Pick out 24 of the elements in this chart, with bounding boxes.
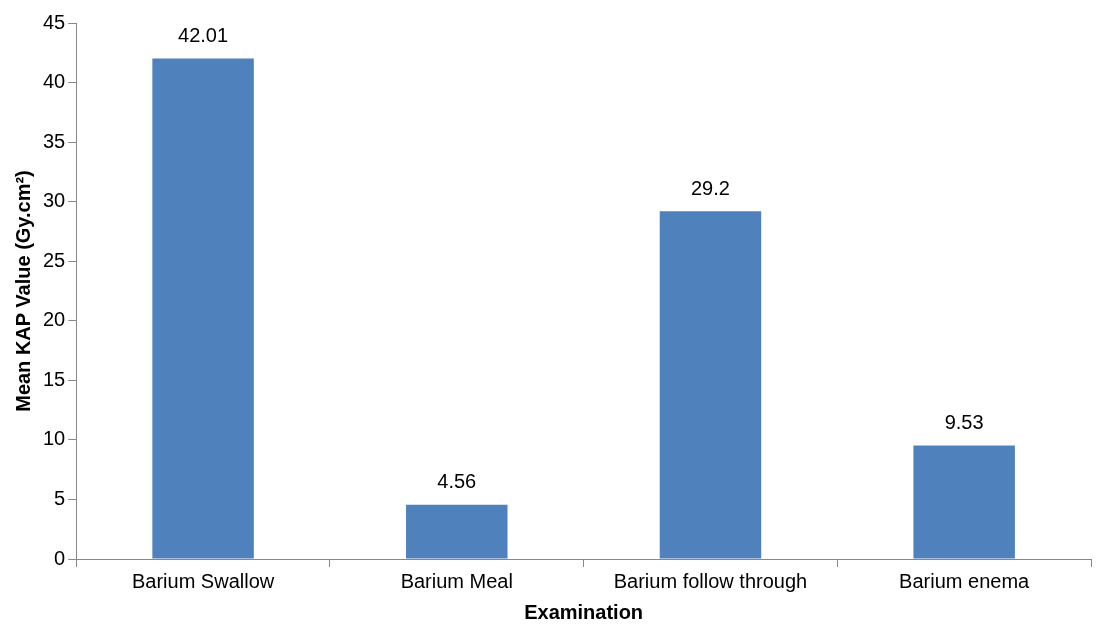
x-axis-title: Examination [524, 600, 644, 623]
bar [659, 211, 762, 559]
y-tick-label: 35 [43, 129, 66, 152]
y-tick-label: 20 [43, 308, 66, 331]
y-tick-label: 45 [43, 10, 66, 33]
y-tick-label: 10 [43, 427, 66, 450]
data-label: 4.56 [437, 470, 477, 493]
y-tick-label: 0 [54, 546, 66, 569]
x-tick-label: Barium Meal [400, 569, 513, 592]
y-tick-label: 25 [43, 248, 66, 271]
data-label: 42.01 [178, 24, 229, 47]
y-tick-label: 40 [43, 70, 66, 93]
bar [152, 58, 254, 559]
y-tick-label: 15 [43, 367, 66, 390]
y-tick-label: 30 [43, 189, 66, 212]
y-tick-label: 5 [54, 486, 66, 509]
x-tick-label: Barium follow through [613, 569, 808, 592]
x-tick-label: Barium Swallow [131, 569, 275, 592]
bar [406, 504, 508, 559]
y-axis-title: Mean KAP Value (Gy.cm²) [11, 170, 34, 412]
bar [913, 445, 1015, 559]
data-label: 29.2 [691, 176, 730, 199]
data-label: 9.53 [944, 411, 984, 433]
x-tick-label: Barium enema [899, 569, 1031, 592]
